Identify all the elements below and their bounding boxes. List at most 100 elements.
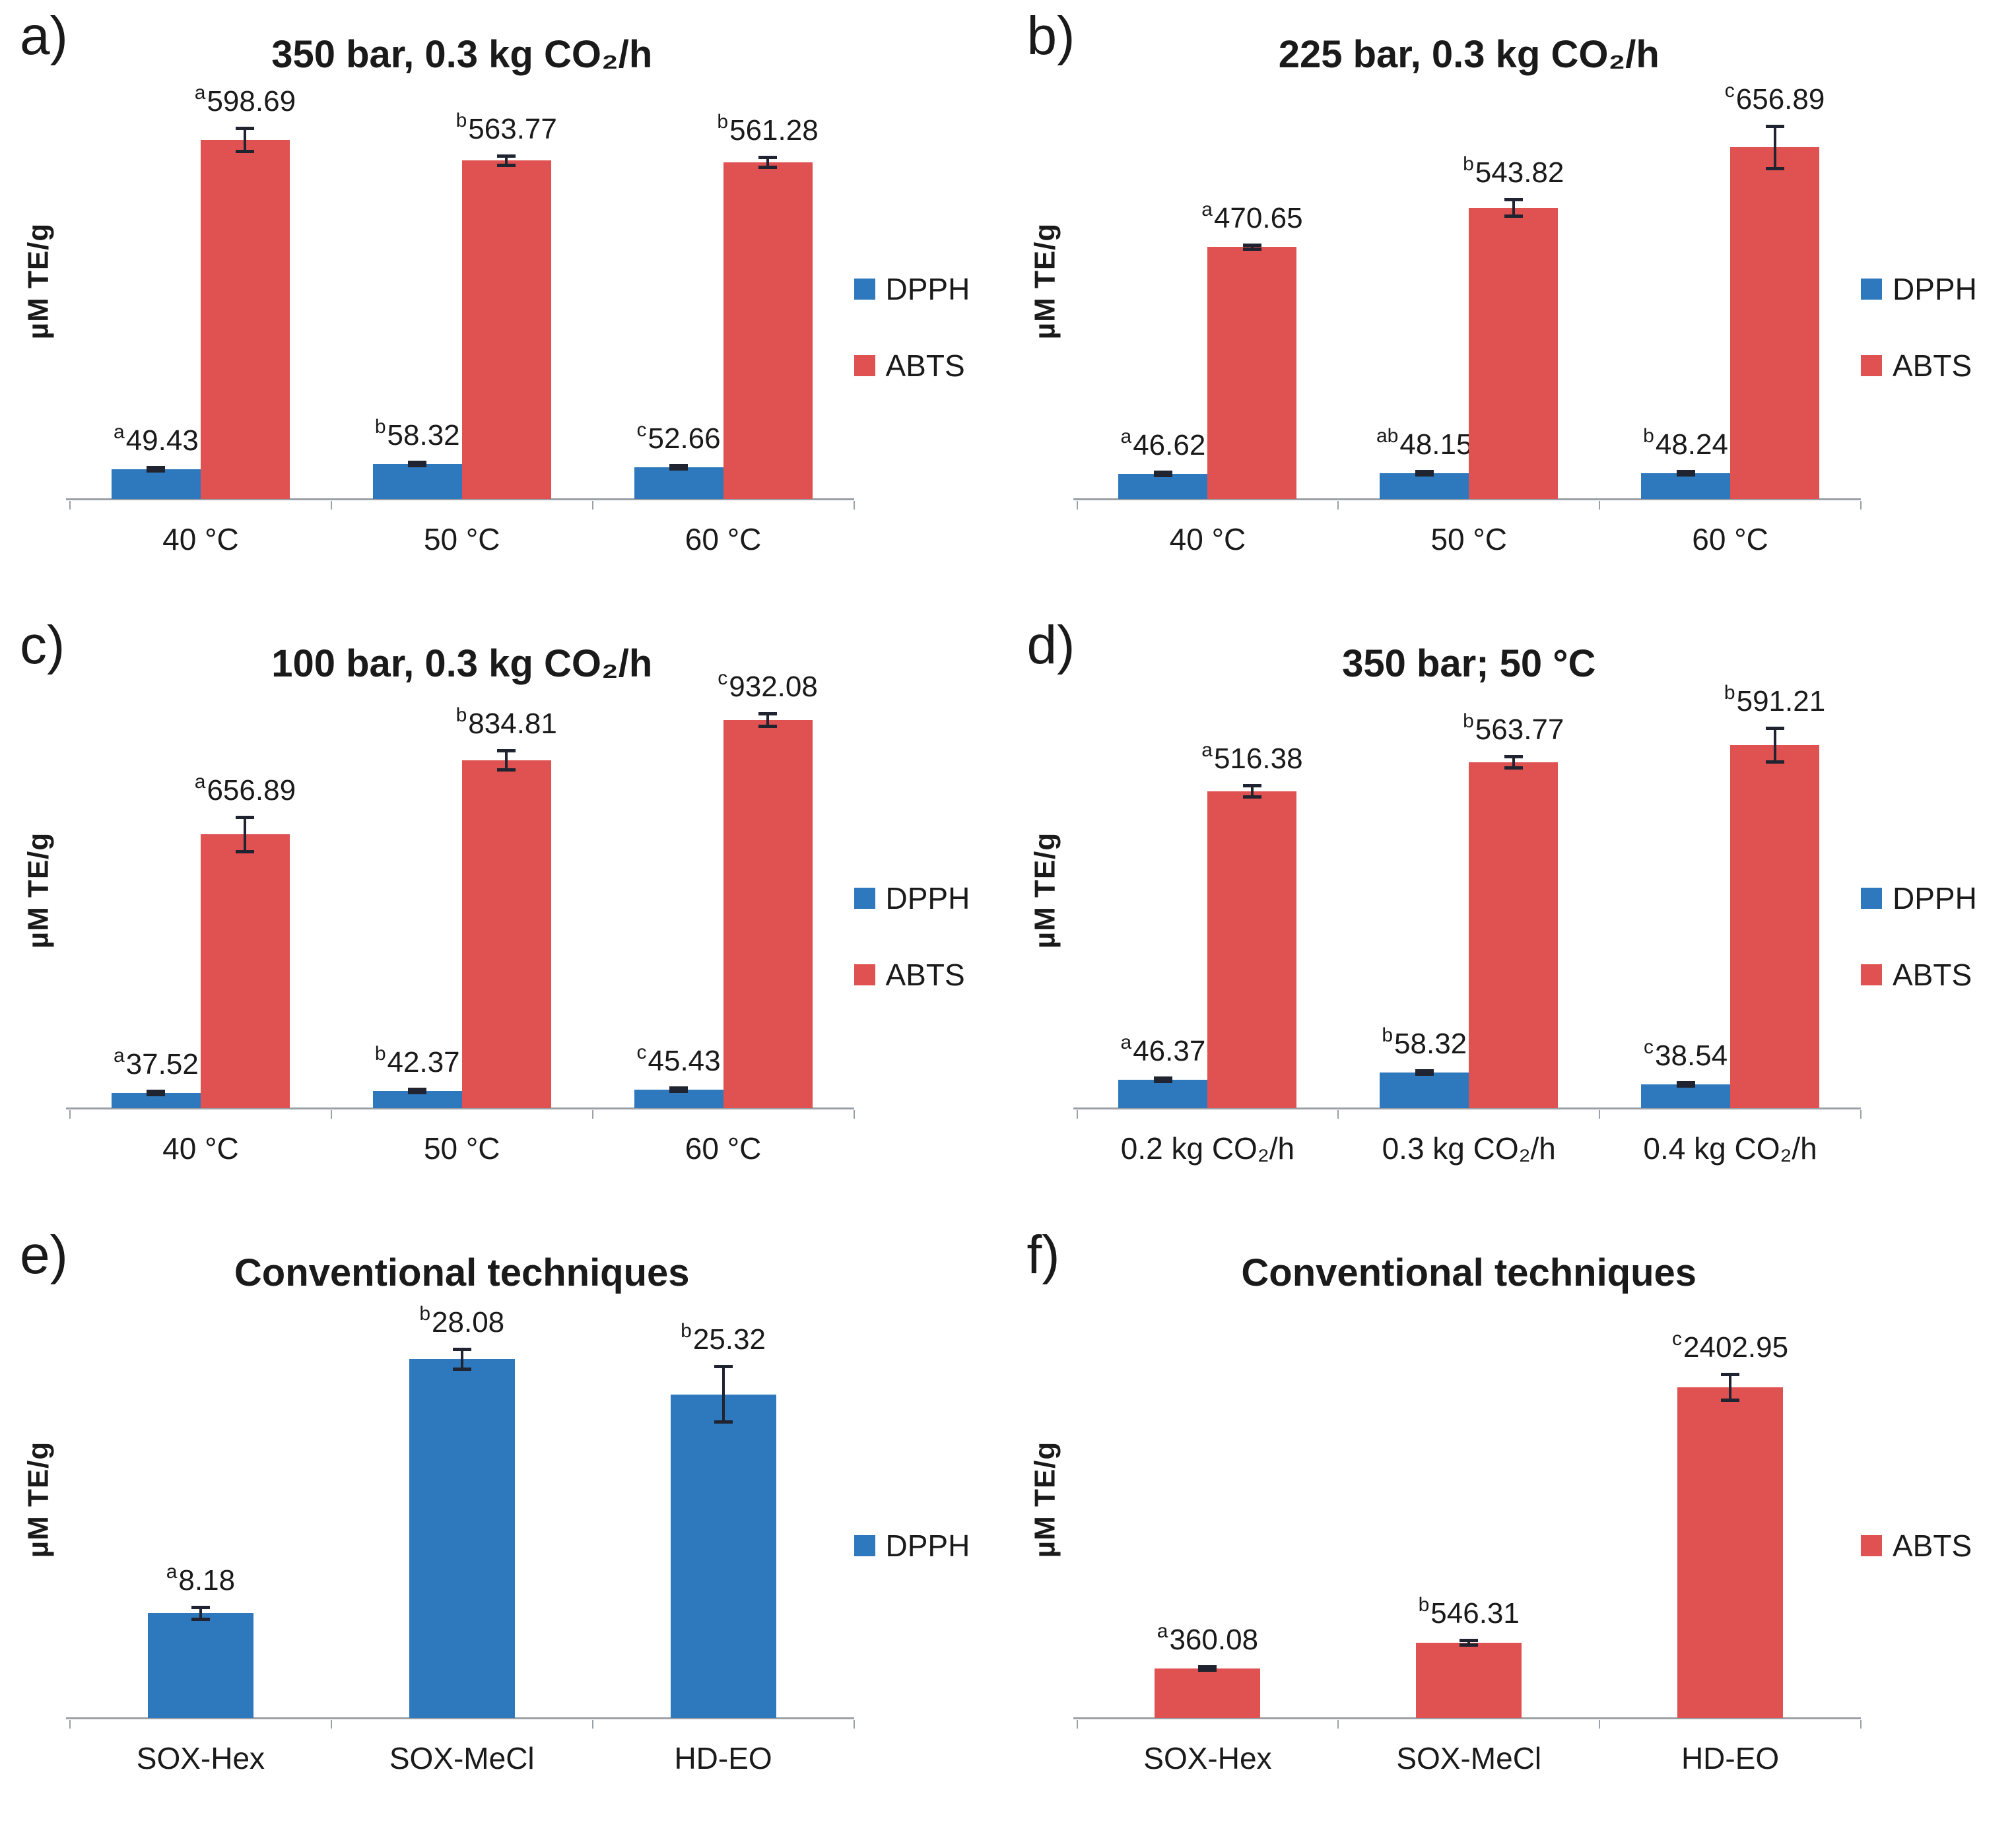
x-tick-label: 50 °C bbox=[331, 521, 593, 578]
error-bar-cap-bottom bbox=[497, 768, 516, 772]
value-label: b543.82 bbox=[1463, 154, 1564, 187]
significance-letter: b bbox=[1463, 153, 1474, 175]
error-bar-cap-top bbox=[1766, 125, 1784, 128]
error-bar-cap-top bbox=[758, 712, 777, 715]
error-bar-cap-top bbox=[236, 127, 254, 130]
value-label: b42.37 bbox=[375, 1044, 460, 1077]
significance-letter: c bbox=[1644, 1036, 1654, 1058]
x-tick-label: 0.4 kg CO₂/h bbox=[1599, 1131, 1861, 1187]
significance-letter: b bbox=[375, 1043, 386, 1065]
error-bar-cap-top bbox=[1504, 755, 1523, 758]
legend-label: ABTS bbox=[1893, 348, 1972, 383]
bar-abts: a598.69 bbox=[201, 140, 290, 499]
panel-e: e) µM TE/g Conventional techniques a8.18… bbox=[0, 1219, 1007, 1828]
legend-label: DPPH bbox=[1893, 880, 1977, 916]
significance-letter: c bbox=[718, 667, 727, 689]
value-label: ab48.15 bbox=[1376, 426, 1472, 459]
significance-letter: c bbox=[1725, 80, 1735, 102]
x-tick-label: HD-EO bbox=[1599, 1740, 1861, 1797]
bar-abts: b546.31 bbox=[1416, 1643, 1522, 1718]
error-bar-cap-bottom bbox=[758, 725, 777, 728]
legend-item-dpph: DPPH bbox=[854, 271, 1003, 307]
axis-tick-mark bbox=[1337, 1110, 1339, 1119]
error-bar bbox=[722, 1366, 725, 1422]
bar-dpph: c52.66 bbox=[634, 467, 723, 499]
value-label: b563.77 bbox=[456, 111, 557, 144]
error-bar-cap-top bbox=[1243, 784, 1261, 787]
legend-label: DPPH bbox=[886, 271, 970, 307]
error-bar-cap-top bbox=[714, 1365, 733, 1368]
error-bar-cap-bottom bbox=[669, 467, 688, 471]
axis-tick-mark bbox=[331, 1110, 332, 1119]
category-group: b25.32 bbox=[593, 1322, 854, 1718]
significance-letter: b bbox=[375, 416, 386, 438]
significance-letter: a bbox=[1201, 739, 1213, 761]
bar-dpph: b28.08 bbox=[409, 1359, 515, 1717]
significance-letter: b bbox=[1643, 425, 1654, 447]
legend-item-abts: ABTS bbox=[854, 348, 1003, 383]
plot-area: a360.08 b546.31 c2402.95 bbox=[1077, 1322, 1862, 1718]
category-group: b546.31 bbox=[1338, 1322, 1599, 1718]
legend-label: ABTS bbox=[1893, 1528, 1972, 1564]
error-bar bbox=[244, 817, 246, 852]
y-axis-column: µM TE/g bbox=[1014, 1224, 1077, 1828]
error-bar-cap-bottom bbox=[1460, 1643, 1478, 1647]
bar-abts: b834.81 bbox=[462, 760, 551, 1108]
error-bar-cap-bottom bbox=[1415, 1072, 1434, 1076]
value-label: c2402.95 bbox=[1672, 1329, 1788, 1362]
error-bar-cap-top bbox=[191, 1606, 210, 1609]
bar-dpph: b48.24 bbox=[1641, 473, 1730, 499]
significance-letter: b bbox=[717, 111, 728, 133]
value-label: a516.38 bbox=[1201, 741, 1302, 774]
axis-tick-mark bbox=[331, 1720, 332, 1729]
value-label: b25.32 bbox=[681, 1321, 766, 1354]
axis-tick-mark bbox=[69, 1720, 71, 1729]
value-label: b58.32 bbox=[375, 417, 460, 450]
chart-title: 350 bar, 0.3 kg CO₂/h bbox=[70, 5, 854, 103]
category-group: b58.32 b563.77 bbox=[331, 103, 593, 499]
significance-letter: b bbox=[681, 1320, 692, 1342]
axis-tick-mark bbox=[1077, 1720, 1078, 1729]
panel-letter-f: f) bbox=[1027, 1228, 1060, 1282]
axis-tick-mark bbox=[1337, 1720, 1339, 1729]
value-label: c932.08 bbox=[718, 669, 818, 702]
y-axis-column: µM TE/g bbox=[7, 614, 70, 1218]
panel-letter-e: e) bbox=[20, 1228, 68, 1282]
error-bar-cap-bottom bbox=[147, 1093, 165, 1096]
dpph-swatch bbox=[854, 279, 875, 300]
bar-abts: c932.08 bbox=[723, 720, 813, 1109]
category-group: a360.08 bbox=[1077, 1322, 1339, 1718]
value-label: a598.69 bbox=[195, 83, 296, 116]
value-label: a470.65 bbox=[1201, 200, 1302, 233]
significance-letter: a bbox=[1201, 199, 1213, 220]
legend: ABTS bbox=[1861, 1244, 2010, 1848]
abts-swatch bbox=[854, 355, 875, 376]
bar-dpph: b58.32 bbox=[373, 464, 462, 499]
significance-letter: c bbox=[1672, 1328, 1682, 1350]
y-axis-column: µM TE/g bbox=[7, 5, 70, 609]
x-tick-label: 50 °C bbox=[1338, 521, 1599, 578]
axis-tick-mark bbox=[69, 501, 71, 510]
axis-tick-mark bbox=[1077, 1110, 1078, 1119]
y-axis-label: µM TE/g bbox=[22, 1441, 55, 1558]
significance-letter: c bbox=[637, 1041, 647, 1063]
error-bar-cap-top bbox=[453, 1348, 471, 1351]
value-label: b563.77 bbox=[1463, 711, 1564, 744]
error-bar-cap-bottom bbox=[1504, 766, 1523, 770]
value-label: c45.43 bbox=[637, 1043, 721, 1076]
value-label: a46.62 bbox=[1121, 427, 1206, 460]
value-label: b834.81 bbox=[456, 706, 557, 739]
